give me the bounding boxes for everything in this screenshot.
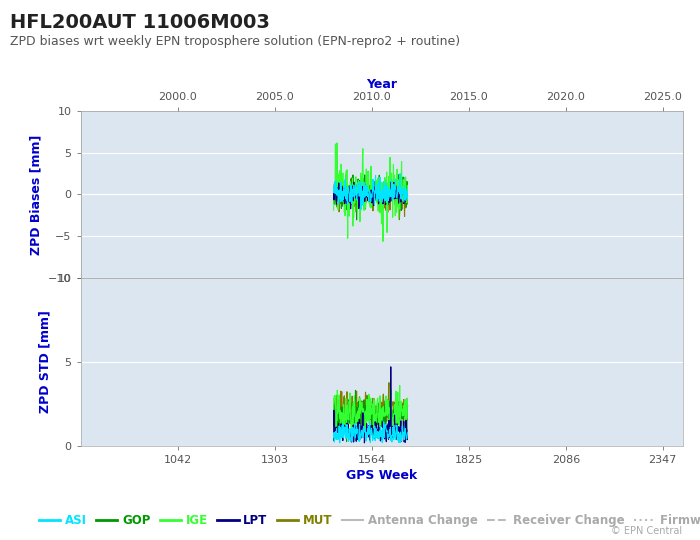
X-axis label: GPS Week: GPS Week (346, 469, 417, 482)
Y-axis label: ZPD STD [mm]: ZPD STD [mm] (39, 310, 52, 413)
Legend: ASI, GOP, IGE, LPT, MUT, Antenna Change, Receiver Change, Firmware Change: ASI, GOP, IGE, LPT, MUT, Antenna Change,… (34, 509, 700, 531)
Text: © EPN Central: © EPN Central (611, 525, 682, 536)
X-axis label: Year: Year (366, 78, 397, 91)
Text: ZPD biases wrt weekly EPN troposphere solution (EPN-repro2 + routine): ZPD biases wrt weekly EPN troposphere so… (10, 35, 461, 48)
Text: HFL200AUT 11006M003: HFL200AUT 11006M003 (10, 14, 270, 32)
Y-axis label: ZPD Biases [mm]: ZPD Biases [mm] (29, 134, 43, 254)
